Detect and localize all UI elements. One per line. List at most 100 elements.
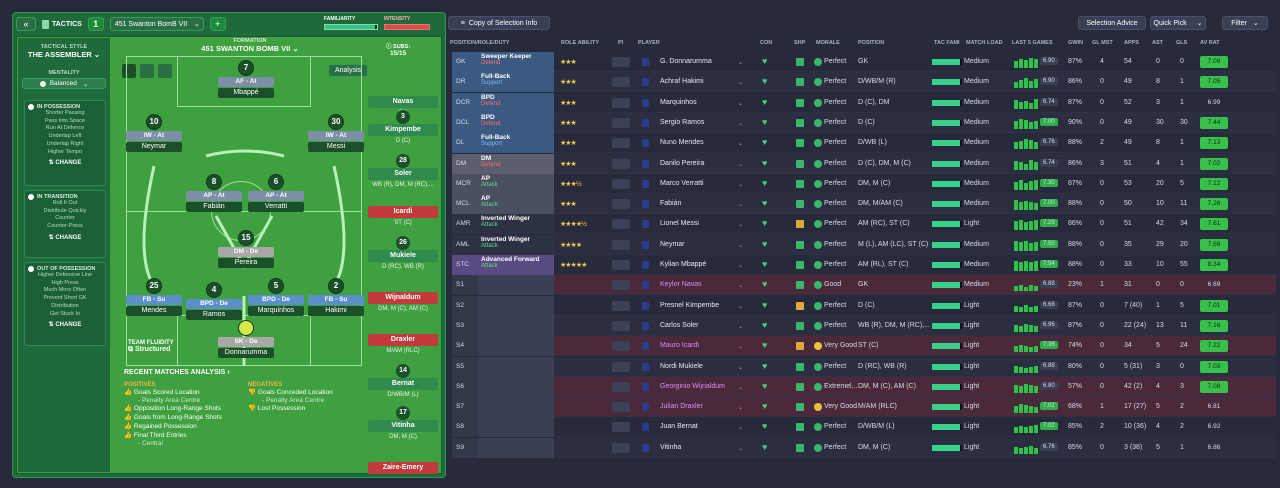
- role-selector[interactable]: AP Attack: [478, 194, 554, 215]
- player-card[interactable]: 7 AF - At Mbappé: [218, 60, 274, 98]
- player-card[interactable]: 30 IW - At Messi: [308, 114, 364, 152]
- col-header[interactable]: AST: [1152, 40, 1163, 46]
- pi-icon[interactable]: [612, 361, 630, 372]
- table-row[interactable]: [452, 234, 1276, 255]
- col-header[interactable]: PI: [618, 40, 624, 46]
- sub-player[interactable]: Wijnaldum DM, M (C), AM (C): [368, 292, 438, 312]
- col-header[interactable]: GWIN: [1068, 40, 1083, 46]
- player-card[interactable]: 10 IW - At Neymar: [126, 114, 182, 152]
- table-row[interactable]: [452, 356, 1276, 377]
- formation-select[interactable]: 451 SWANTON BOMB VII ⌄: [201, 44, 299, 53]
- role-selector-empty[interactable]: [478, 275, 554, 296]
- role-selector-empty[interactable]: [478, 295, 554, 316]
- table-row[interactable]: [452, 72, 1276, 93]
- player-name[interactable]: Achraf Hakimi: [660, 78, 704, 86]
- sub-player[interactable]: Icardi ST (C): [368, 206, 438, 226]
- player-name[interactable]: Fabián: [660, 200, 682, 208]
- player-name[interactable]: Georginio Wijnaldum: [660, 382, 725, 390]
- chevron-down-icon[interactable]: ⌄: [738, 303, 744, 310]
- chevron-down-icon[interactable]: ⌄: [738, 222, 744, 229]
- shirt-number-icon[interactable]: [158, 64, 172, 78]
- player-name[interactable]: Vitinha: [660, 443, 682, 451]
- table-row[interactable]: [452, 214, 1276, 235]
- pi-icon[interactable]: [612, 219, 630, 230]
- pi-icon[interactable]: [612, 158, 630, 169]
- player-name[interactable]: Danilo Pereira: [660, 159, 705, 167]
- player-name[interactable]: Marco Verratti: [660, 179, 704, 187]
- role-selector[interactable]: BPD Defend: [478, 112, 554, 133]
- player-name[interactable]: Keylor Navas: [660, 281, 702, 289]
- pi-icon[interactable]: [612, 442, 630, 453]
- role-selector[interactable]: Full-Back Support: [478, 133, 554, 154]
- mentality-select[interactable]: Balanced ⌄: [22, 78, 106, 89]
- chevron-down-icon[interactable]: ⌄: [738, 100, 744, 107]
- role-selector[interactable]: BPD Defend: [478, 92, 554, 113]
- col-header[interactable]: PLAYER: [638, 40, 660, 46]
- pi-icon[interactable]: [612, 57, 630, 67]
- sub-player[interactable]: 14 Bernat D/WB/M (L): [368, 364, 438, 398]
- chevron-down-icon[interactable]: ⌄: [738, 242, 744, 249]
- role-selector[interactable]: Advanced Forward Attack: [478, 255, 554, 275]
- role-selector[interactable]: Sweeper Keeper Defend: [478, 52, 554, 72]
- role-selector[interactable]: Inverted Winger Attack: [478, 214, 554, 235]
- player-card[interactable]: 5 BPD - De Marquinhos: [248, 278, 304, 316]
- player-card[interactable]: 2 FB - Su Hakimi: [308, 278, 364, 316]
- chevron-down-icon[interactable]: ⌄: [738, 141, 744, 148]
- table-row[interactable]: [452, 92, 1276, 113]
- pi-icon[interactable]: [612, 77, 630, 88]
- table-row[interactable]: [452, 376, 1276, 397]
- chevron-down-icon[interactable]: ⌄: [738, 202, 744, 209]
- player-name[interactable]: Nordi Mukiele: [660, 362, 703, 370]
- table-row[interactable]: [452, 397, 1276, 418]
- role-selector[interactable]: DM Defend: [478, 153, 554, 174]
- table-row[interactable]: [452, 417, 1276, 438]
- change-button[interactable]: ⇅ CHANGE: [48, 234, 82, 241]
- col-header[interactable]: AV RAT: [1200, 40, 1220, 46]
- player-name[interactable]: G. Donnarumma: [660, 58, 712, 65]
- player-name[interactable]: Lionel Messi: [660, 220, 699, 228]
- col-header[interactable]: APPS: [1124, 40, 1139, 46]
- tactic-slot[interactable]: 1: [87, 17, 104, 31]
- col-header[interactable]: MATCH LOAD: [966, 40, 1003, 46]
- add-tactic-button[interactable]: +: [209, 17, 226, 31]
- player-card[interactable]: 8 AP - At Fabián: [186, 174, 242, 212]
- role-selector-empty[interactable]: [478, 356, 554, 377]
- role-selector[interactable]: Full-Back Support: [478, 72, 554, 93]
- col-header[interactable]: POSITION: [858, 40, 885, 46]
- player-card[interactable]: 6 AP - At Verratti: [248, 174, 304, 212]
- tactics-tab[interactable]: TACTICS: [42, 19, 82, 29]
- chevron-down-icon[interactable]: ⌄: [738, 283, 744, 290]
- chevron-down-icon[interactable]: ⌄: [738, 344, 744, 351]
- role-selector-empty[interactable]: [478, 397, 554, 418]
- change-button[interactable]: ⇅ CHANGE: [48, 322, 82, 329]
- sub-player[interactable]: Draxler M/AM (RLC): [368, 334, 438, 354]
- pi-icon[interactable]: [612, 138, 630, 149]
- col-header[interactable]: MORALE: [816, 40, 840, 46]
- sub-player[interactable]: 3 Kimpembe D (C): [368, 110, 438, 144]
- table-row[interactable]: [452, 173, 1276, 194]
- player-name[interactable]: Kylian Mbappé: [660, 261, 707, 268]
- sub-player[interactable]: 28 Soler WB (R), DM, M (RC),...: [368, 154, 438, 188]
- role-selector-empty[interactable]: [478, 336, 554, 357]
- copy-selection-button[interactable]: ≡ Copy of Selection Info: [448, 16, 550, 30]
- recent-analysis-link[interactable]: RECENT MATCHES ANALYSIS ›: [124, 369, 230, 376]
- chevron-down-icon[interactable]: ⌄: [738, 181, 744, 188]
- player-name[interactable]: Marquinhos: [660, 98, 697, 106]
- pi-icon[interactable]: [612, 280, 630, 291]
- pi-icon[interactable]: [612, 320, 630, 331]
- table-row[interactable]: [452, 315, 1276, 336]
- table-row[interactable]: [452, 336, 1276, 357]
- sub-player[interactable]: Zaire-Emery: [368, 462, 438, 474]
- col-header[interactable]: TAC FAMI: [934, 40, 960, 46]
- chevron-down-icon[interactable]: ⌄: [738, 405, 744, 412]
- chevron-down-icon[interactable]: ⌄: [738, 425, 744, 432]
- player-name[interactable]: Presnel Kimpembe: [660, 301, 720, 309]
- player-name[interactable]: Sergio Ramos: [660, 118, 705, 126]
- role-selector-empty[interactable]: [478, 315, 554, 336]
- col-header[interactable]: GL MST: [1092, 40, 1113, 46]
- chevron-down-icon[interactable]: ⌄: [738, 445, 744, 452]
- player-name[interactable]: Neymar: [660, 240, 685, 248]
- selection-advice-button[interactable]: Selection Advice: [1078, 16, 1146, 30]
- role-selector-empty[interactable]: [478, 417, 554, 438]
- col-header[interactable]: SHP: [794, 40, 806, 46]
